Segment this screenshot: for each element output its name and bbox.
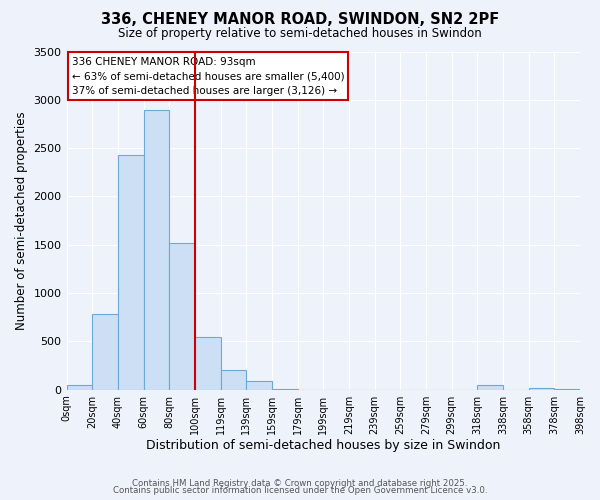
Text: 336 CHENEY MANOR ROAD: 93sqm
← 63% of semi-detached houses are smaller (5,400)
3: 336 CHENEY MANOR ROAD: 93sqm ← 63% of se…	[71, 56, 344, 96]
Bar	[272, 388, 298, 390]
X-axis label: Distribution of semi-detached houses by size in Swindon: Distribution of semi-detached houses by …	[146, 440, 500, 452]
Bar	[554, 388, 580, 390]
Bar	[67, 385, 92, 390]
Bar	[92, 314, 118, 390]
Y-axis label: Number of semi-detached properties: Number of semi-detached properties	[15, 112, 28, 330]
Bar	[246, 381, 272, 390]
Bar	[143, 110, 169, 390]
Bar	[529, 388, 554, 390]
Text: Size of property relative to semi-detached houses in Swindon: Size of property relative to semi-detach…	[118, 28, 482, 40]
Text: Contains public sector information licensed under the Open Government Licence v3: Contains public sector information licen…	[113, 486, 487, 495]
Bar	[169, 243, 195, 390]
Bar	[221, 370, 246, 390]
Bar	[195, 336, 221, 390]
Bar	[118, 155, 143, 390]
Text: 336, CHENEY MANOR ROAD, SWINDON, SN2 2PF: 336, CHENEY MANOR ROAD, SWINDON, SN2 2PF	[101, 12, 499, 28]
Bar	[478, 385, 503, 390]
Text: Contains HM Land Registry data © Crown copyright and database right 2025.: Contains HM Land Registry data © Crown c…	[132, 478, 468, 488]
